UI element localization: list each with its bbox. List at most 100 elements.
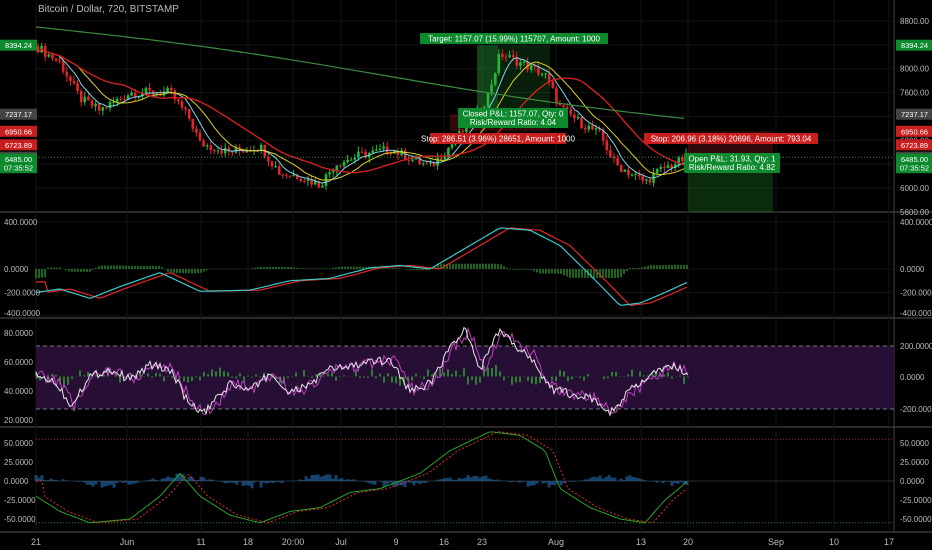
candle-body [87, 96, 90, 101]
candle-body [580, 117, 583, 128]
candle-body [637, 174, 641, 177]
candle-body [450, 144, 454, 148]
candle-body [663, 166, 666, 169]
candle-body [598, 128, 601, 130]
right-price-tag-6: 07:35:52 [900, 164, 929, 173]
candle-body [202, 140, 205, 147]
candle-body [421, 163, 425, 165]
macd-tick-l-0: 400.0000 [4, 218, 38, 227]
candle-body [569, 108, 573, 115]
candle-body [547, 73, 551, 82]
osc-tick-r-2: 0.0000 [900, 477, 925, 486]
candle-body [562, 105, 565, 107]
right-price-tag-1: 7237.17 [901, 110, 928, 119]
candle-body [155, 93, 159, 95]
annotation-bg-3 [644, 133, 818, 144]
candle-body [425, 163, 429, 165]
right-price-tag-bg-1 [896, 108, 932, 120]
candle-body [292, 175, 295, 177]
macd-pane[interactable] [35, 227, 688, 307]
right-price-tag-0: 8394.24 [901, 41, 928, 50]
candle-body [537, 66, 540, 75]
macd-tick-r-0: 400.0000 [900, 218, 932, 227]
oscillator-pane[interactable] [34, 431, 894, 524]
candle-body [267, 157, 270, 162]
candle-body [389, 153, 393, 155]
left-price-tag-bg-5 [0, 153, 37, 165]
annotation-1-line2: Risk/Reward Ratio: 4.04 [470, 118, 557, 127]
rsi-tick-l-1: 60.0000 [4, 358, 33, 367]
candle-body [245, 150, 249, 153]
x-tick-label-5: Jul [335, 537, 347, 547]
candle-body [209, 145, 213, 150]
candle-body [623, 169, 627, 172]
candle-body [353, 157, 357, 160]
candle-body [418, 157, 421, 164]
candle-body [411, 159, 414, 161]
right-price-tag-bg-6 [896, 162, 932, 174]
candle-body [148, 87, 151, 91]
candle-body [630, 174, 634, 176]
x-tick-label-11: 20 [683, 537, 693, 547]
candle-body [281, 174, 285, 176]
price-tick-2: 7600.00 [900, 89, 929, 98]
x-tick-label-9: Aug [548, 537, 564, 547]
candle-body [605, 140, 609, 151]
candle-body [673, 164, 677, 168]
candle-body [576, 117, 580, 119]
rsi-pane[interactable] [35, 326, 894, 417]
candle-body [285, 174, 288, 176]
annotation-bg-4 [684, 153, 780, 173]
ma-mid-line [37, 48, 687, 181]
candle-body [69, 76, 72, 81]
left-price-tag-bg-6 [0, 162, 37, 174]
osc-tick-r-0: 50.0000 [900, 439, 929, 448]
right-price-tag-5: 6485.00 [901, 155, 928, 164]
price-tick-4: 6000.00 [900, 184, 929, 193]
candle-body [544, 73, 547, 75]
candle-body [666, 165, 670, 169]
annotation-1: Closed P&L: 1157.07, Qty: 0 [463, 110, 564, 119]
candle-body [105, 107, 108, 109]
candle-body [313, 181, 317, 185]
candle-body [551, 81, 555, 89]
candle-body [94, 103, 97, 107]
x-tick-label-4: 20:00 [282, 537, 305, 547]
candle-body [565, 106, 569, 109]
osc-tick-l-4: -50.0000 [4, 515, 36, 524]
price-pane[interactable] [35, 26, 894, 190]
axis-labels: 21 Jun 11 18 20:00 Jul 9 16 23 Aug 13 20 Sep 10 17 8800… [0, 17, 932, 547]
candle-body [641, 176, 645, 181]
candle-body [97, 103, 101, 111]
candle-body [493, 73, 497, 85]
osc-tick-r-4: -50.0000 [900, 515, 932, 524]
candle-body [378, 148, 382, 150]
candle-body [508, 55, 511, 58]
candle-body [619, 165, 623, 172]
candle-body [205, 145, 209, 147]
candle-body [432, 162, 436, 166]
candle-body [511, 55, 515, 58]
candle-body [634, 174, 637, 176]
macd-tick-l-2: -200.0000 [4, 289, 41, 298]
candle-body [123, 98, 126, 100]
candle-body [616, 158, 619, 166]
macd-tick-r-3: -400.0000 [900, 309, 932, 318]
x-tick-label-14: 17 [884, 537, 894, 547]
candle-body [349, 159, 353, 161]
candle-body [90, 100, 94, 107]
candle-body [227, 147, 231, 152]
annotation-2: Stop: 286.51 (3.96%) 28651, Amount: 1000 [421, 135, 575, 144]
candle-body [403, 150, 407, 161]
candle-body [58, 60, 61, 62]
candle-body [342, 162, 346, 167]
candle-body [223, 147, 227, 154]
candle-body [627, 169, 630, 176]
macd-signal-line [36, 227, 688, 307]
right-price-tag-bg-2 [896, 125, 932, 137]
candle-body [601, 129, 605, 141]
candle-body [328, 172, 331, 175]
candle-body [375, 149, 378, 151]
